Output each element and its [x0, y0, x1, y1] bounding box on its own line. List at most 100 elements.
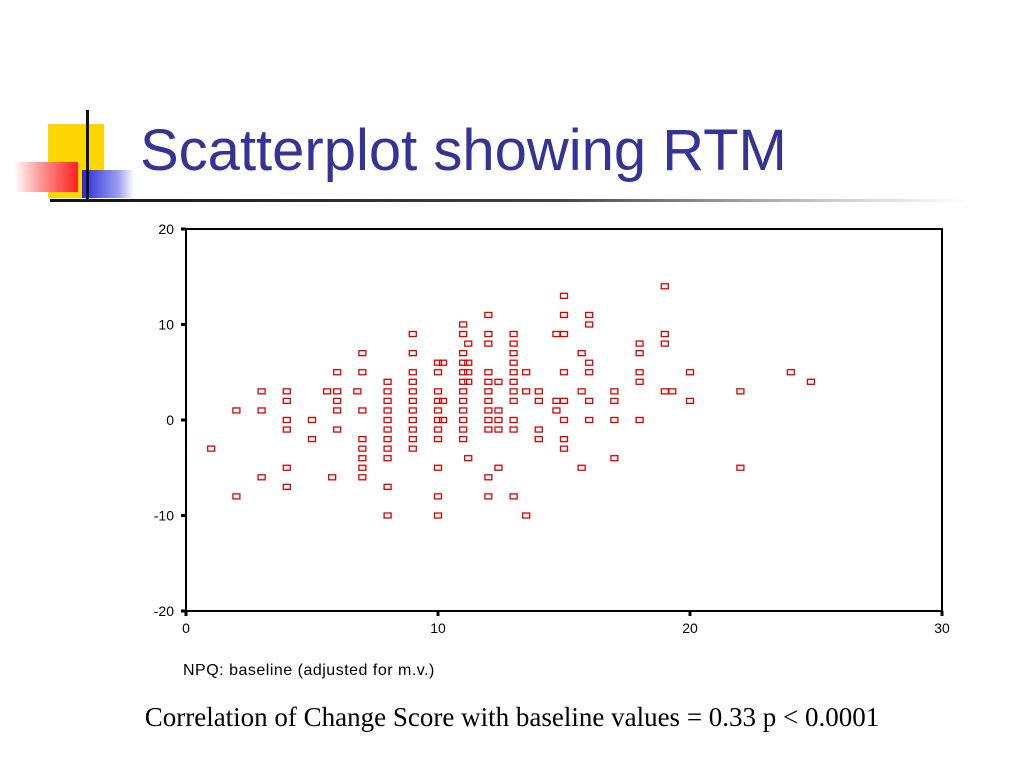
data-point	[736, 388, 745, 395]
data-point	[509, 388, 518, 395]
data-point	[459, 378, 468, 385]
y-tick-label: -20	[154, 603, 174, 619]
data-point	[484, 378, 493, 385]
data-point	[610, 416, 619, 424]
data-point	[494, 464, 503, 471]
data-point	[585, 416, 594, 424]
data-point	[433, 464, 443, 471]
data-point	[438, 416, 448, 424]
data-point	[736, 464, 745, 471]
data-point	[585, 397, 594, 405]
data-point	[464, 369, 473, 376]
data-point	[635, 369, 644, 376]
data-point	[484, 474, 493, 481]
data-point	[282, 426, 291, 433]
slide-title: Scatterplot showing RTM	[140, 118, 787, 183]
decor-red-bar	[14, 162, 78, 192]
data-point	[333, 426, 342, 433]
data-point	[494, 426, 503, 433]
data-point	[408, 369, 417, 376]
data-point	[522, 388, 531, 395]
x-axis-label: NPQ: baseline (adjusted for m.v.)	[183, 662, 435, 679]
data-point	[459, 407, 468, 414]
data-point	[207, 445, 216, 452]
data-point	[328, 474, 337, 481]
data-point	[282, 416, 291, 424]
data-point	[408, 397, 417, 405]
data-point	[383, 388, 392, 395]
data-point	[509, 349, 518, 357]
data-point	[383, 435, 392, 443]
data-point	[559, 292, 569, 300]
data-point	[484, 388, 493, 395]
data-point	[509, 359, 518, 366]
data-point	[383, 426, 392, 433]
data-point	[509, 340, 518, 347]
data-point	[408, 407, 417, 414]
data-point	[559, 435, 569, 443]
data-point	[585, 359, 594, 366]
data-point	[660, 330, 669, 338]
x-tick-label: 30	[934, 620, 950, 636]
data-point	[635, 378, 644, 385]
y-tick-label: 0	[166, 412, 174, 428]
data-point	[635, 340, 644, 347]
decor-vertical-line	[86, 110, 89, 202]
data-point	[433, 369, 443, 376]
data-point	[383, 483, 392, 491]
data-point	[610, 455, 619, 462]
data-point	[585, 369, 594, 376]
title-underline	[50, 199, 970, 202]
data-point	[459, 435, 468, 443]
data-point	[333, 407, 342, 414]
data-point	[786, 369, 795, 376]
data-point	[433, 435, 443, 443]
data-point	[383, 416, 392, 424]
data-point	[438, 359, 448, 366]
data-point	[464, 378, 473, 385]
data-point	[484, 426, 493, 433]
data-point	[333, 397, 342, 405]
data-point	[358, 445, 367, 452]
data-point	[484, 493, 493, 500]
x-tick-label: 10	[430, 620, 446, 636]
data-point	[408, 435, 417, 443]
data-point	[522, 369, 531, 376]
y-tick-label: -10	[154, 508, 174, 524]
data-point	[408, 416, 417, 424]
data-point	[484, 416, 493, 424]
data-point	[464, 359, 473, 366]
data-point	[559, 369, 569, 376]
data-point	[559, 311, 569, 319]
data-point	[509, 416, 518, 424]
data-point	[685, 369, 695, 376]
data-point	[383, 407, 392, 414]
data-point	[534, 426, 543, 433]
y-tick-label: 20	[158, 221, 174, 237]
data-point	[459, 349, 468, 357]
correlation-caption: Correlation of Change Score with baselin…	[144, 702, 880, 732]
data-point	[577, 388, 586, 395]
data-point	[552, 397, 561, 405]
data-point	[484, 369, 493, 376]
data-point	[459, 416, 468, 424]
data-point	[660, 340, 669, 347]
data-point	[383, 512, 392, 519]
data-point	[433, 426, 443, 433]
data-point	[438, 397, 448, 405]
data-point	[494, 407, 503, 414]
data-point	[408, 349, 417, 357]
data-point	[509, 330, 518, 338]
data-point	[559, 416, 569, 424]
data-point	[552, 330, 561, 338]
data-point	[459, 426, 468, 433]
data-point	[358, 455, 367, 462]
data-points	[207, 283, 816, 519]
data-point	[459, 330, 468, 338]
data-point	[585, 321, 594, 328]
data-point	[282, 388, 291, 395]
y-axis: 20 10 0 -10 -20	[154, 221, 186, 619]
data-point	[459, 397, 468, 405]
x-tick-label: 0	[182, 620, 190, 636]
data-point	[383, 455, 392, 462]
